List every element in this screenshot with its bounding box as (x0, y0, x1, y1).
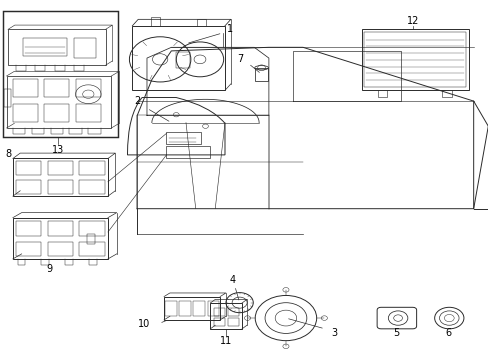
Bar (13, 78, 38, 97)
Bar (74, 39, 96, 58)
Bar (79, 221, 104, 236)
Bar (79, 242, 104, 256)
Bar (213, 318, 224, 326)
Bar (166, 146, 210, 158)
Bar (16, 180, 41, 194)
Text: 13: 13 (52, 145, 64, 155)
Bar (79, 180, 104, 194)
Bar (3, 12, 118, 137)
Bar (79, 161, 104, 175)
Text: 3: 3 (331, 328, 337, 338)
Text: 9: 9 (46, 264, 52, 274)
Bar (4, 89, 11, 107)
Bar (132, 26, 224, 90)
Bar (76, 104, 101, 122)
Bar (213, 308, 224, 316)
Bar (16, 242, 41, 256)
Text: 5: 5 (393, 328, 399, 338)
Bar (13, 104, 38, 122)
Bar (166, 132, 200, 144)
Text: 12: 12 (406, 16, 418, 26)
Bar (227, 308, 239, 316)
Bar (48, 221, 73, 236)
Bar (179, 301, 190, 316)
Bar (163, 297, 220, 320)
Text: 11: 11 (220, 336, 232, 346)
Bar (364, 32, 465, 87)
Bar (254, 68, 268, 81)
Bar (48, 180, 73, 194)
Text: 6: 6 (445, 328, 450, 338)
Bar (16, 221, 41, 236)
Bar (13, 218, 108, 259)
Text: 10: 10 (137, 319, 150, 329)
Bar (76, 78, 101, 97)
Bar (6, 76, 111, 128)
Text: 2: 2 (134, 96, 140, 106)
Bar (361, 30, 468, 90)
Bar (48, 242, 73, 256)
Bar (44, 104, 69, 122)
Bar (48, 161, 73, 175)
Bar (193, 301, 204, 316)
Bar (8, 30, 105, 65)
Bar (22, 39, 66, 56)
Bar (87, 234, 95, 244)
Text: 8: 8 (5, 149, 12, 159)
Bar (176, 51, 189, 68)
Bar (13, 158, 108, 196)
Text: 4: 4 (229, 275, 235, 285)
Bar (207, 301, 218, 316)
Bar (227, 318, 239, 326)
Text: 1: 1 (226, 24, 232, 35)
Bar (44, 78, 69, 97)
Bar (16, 161, 41, 175)
Text: 7: 7 (237, 54, 243, 64)
Bar (165, 301, 176, 316)
Bar (210, 303, 242, 329)
